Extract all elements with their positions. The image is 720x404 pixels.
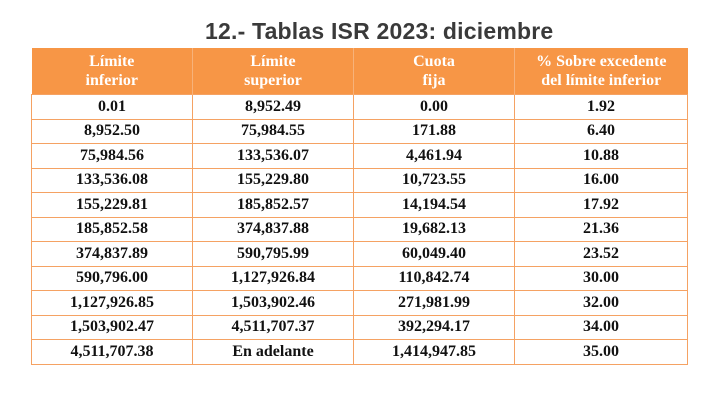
- cuota-fija-cell: 60,049.40: [353, 241, 515, 266]
- header-line: inferior: [85, 72, 138, 89]
- limite-superior-cell: 75,984.55: [192, 118, 354, 144]
- cuota-fija-cell: 0.00: [353, 94, 515, 119]
- porcentaje-cell: 23.52: [514, 241, 688, 266]
- limite-inferior-cell: 1,127,926.85: [31, 290, 193, 315]
- header-line: fija: [422, 72, 446, 89]
- limite-inferior-cell: 0.01: [31, 94, 193, 119]
- limite-superior-cell: 374,837.88: [192, 216, 354, 242]
- cuota-fija-cell: 171.88: [353, 118, 515, 144]
- cuota-fija-cell: 271,981.99: [353, 290, 515, 315]
- limite-inferior-cell: 8,952.50: [31, 118, 193, 144]
- porcentaje-cell: 34.00: [514, 314, 688, 340]
- cuota-fija-cell: 19,682.13: [353, 216, 515, 242]
- header-limite-superior: Límite superior: [192, 48, 354, 95]
- cuota-fija-cell: 4,461.94: [353, 143, 515, 168]
- limite-superior-cell: 133,536.07: [192, 143, 354, 168]
- header-cuota-fija: Cuota fija: [353, 48, 515, 95]
- table-row: 133,536.08 155,229.80 10,723.55 16.00: [31, 167, 688, 193]
- porcentaje-cell: 32.00: [514, 290, 688, 315]
- limite-inferior-cell: 185,852.58: [31, 216, 193, 242]
- limite-inferior-cell: 4,511,707.38: [31, 339, 193, 365]
- limite-superior-cell: 1,127,926.84: [192, 265, 354, 291]
- cuota-fija-cell: 14,194.54: [353, 192, 515, 217]
- table-row: 590,796.00 1,127,926.84 110,842.74 30.00: [31, 265, 688, 291]
- header-line: Límite: [250, 53, 296, 70]
- table-row: 1,503,902.47 4,511,707.37 392,294.17 34.00: [31, 314, 688, 340]
- limite-inferior-cell: 155,229.81: [31, 192, 193, 217]
- cuota-fija-cell: 392,294.17: [353, 314, 515, 340]
- table-body: 0.01 8,952.49 0.00 1.92 8,952.50 75,984.55 171…: [31, 94, 688, 365]
- header-line: Cuota: [413, 53, 455, 70]
- limite-superior-cell: En adelante: [192, 339, 354, 365]
- header-line: % Sobre excedente: [536, 53, 667, 70]
- header-limite-inferior: Límite inferior: [31, 48, 193, 95]
- limite-superior-cell: 155,229.80: [192, 167, 354, 193]
- limite-superior-cell: 185,852.57: [192, 192, 354, 217]
- table-row: 185,852.58 374,837.88 19,682.13 21.36: [31, 216, 688, 242]
- porcentaje-cell: 17.92: [514, 192, 688, 217]
- table-header: Límite inferior Límite superior Cuota fi…: [31, 48, 688, 95]
- header-line: del límite inferior: [541, 72, 662, 89]
- table-row: 8,952.50 75,984.55 171.88 6.40: [31, 118, 688, 144]
- header-line: superior: [244, 72, 302, 89]
- table-row: 75,984.56 133,536.07 4,461.94 10.88: [31, 143, 688, 168]
- limite-superior-cell: 4,511,707.37: [192, 314, 354, 340]
- header-line: Límite: [89, 53, 135, 70]
- table-row: 374,837.89 590,795.99 60,049.40 23.52: [31, 241, 688, 266]
- porcentaje-cell: 30.00: [514, 265, 688, 291]
- limite-superior-cell: 590,795.99: [192, 241, 354, 266]
- porcentaje-cell: 21.36: [514, 216, 688, 242]
- porcentaje-cell: 1.92: [514, 94, 688, 119]
- limite-inferior-cell: 1,503,902.47: [31, 314, 193, 340]
- table-row: 4,511,707.38 En adelante 1,414,947.85 35.00: [31, 339, 688, 365]
- cuota-fija-cell: 10,723.55: [353, 167, 515, 193]
- table-row: 155,229.81 185,852.57 14,194.54 17.92: [31, 192, 688, 217]
- page-title: 12.- Tablas ISR 2023: diciembre: [205, 18, 554, 44]
- limite-inferior-cell: 75,984.56: [31, 143, 193, 168]
- porcentaje-cell: 35.00: [514, 339, 688, 365]
- porcentaje-cell: 6.40: [514, 118, 688, 144]
- cuota-fija-cell: 1,414,947.85: [353, 339, 515, 365]
- isr-table-container: Límite inferior Límite superior Cuota fi…: [31, 48, 688, 365]
- header-row: Límite inferior Límite superior Cuota fi…: [31, 48, 688, 95]
- limite-inferior-cell: 590,796.00: [31, 265, 193, 291]
- limite-superior-cell: 1,503,902.46: [192, 290, 354, 315]
- isr-table: Límite inferior Límite superior Cuota fi…: [31, 48, 688, 365]
- limite-inferior-cell: 133,536.08: [31, 167, 193, 193]
- limite-superior-cell: 8,952.49: [192, 94, 354, 119]
- cuota-fija-cell: 110,842.74: [353, 265, 515, 291]
- porcentaje-cell: 16.00: [514, 167, 688, 193]
- table-row: 1,127,926.85 1,503,902.46 271,981.99 32.00: [31, 290, 688, 315]
- header-porcentaje-excedente: % Sobre excedente del límite inferior: [514, 48, 688, 95]
- porcentaje-cell: 10.88: [514, 143, 688, 168]
- table-row: 0.01 8,952.49 0.00 1.92: [31, 94, 688, 119]
- limite-inferior-cell: 374,837.89: [31, 241, 193, 266]
